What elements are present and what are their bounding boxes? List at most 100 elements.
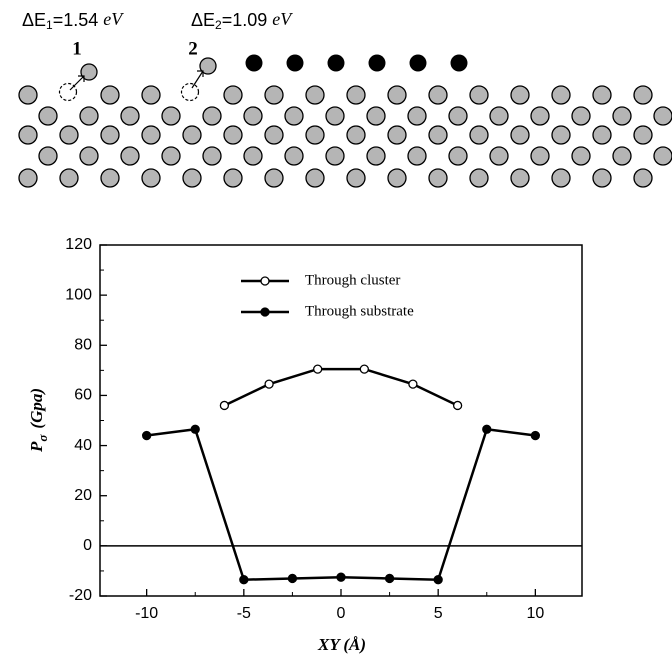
atom	[264, 85, 284, 105]
atom	[346, 85, 366, 105]
atom	[223, 85, 243, 105]
legend-label: Through cluster	[305, 272, 400, 288]
atom	[469, 125, 489, 145]
y-label-unit: (Gpa)	[27, 388, 46, 429]
atom	[387, 168, 407, 188]
site-label: 2	[188, 38, 198, 59]
atom	[59, 168, 79, 188]
atom-lattice	[18, 54, 672, 188]
atom	[510, 125, 530, 145]
adatom	[199, 57, 217, 75]
series-line	[146, 427, 536, 581]
data-point	[482, 424, 492, 434]
atom	[653, 106, 672, 126]
x-tick-label: 0	[337, 605, 346, 622]
y-tick-label: 80	[74, 337, 92, 354]
atom	[551, 125, 571, 145]
data-point	[313, 364, 323, 374]
atom	[366, 106, 386, 126]
atom	[243, 146, 263, 166]
atom	[264, 125, 284, 145]
atom	[448, 146, 468, 166]
atom	[161, 146, 181, 166]
data-point	[384, 573, 395, 584]
atom	[387, 125, 407, 145]
atom	[182, 125, 202, 145]
data-point	[219, 400, 230, 411]
atom	[223, 168, 243, 188]
chart: -20 0 20 40 60 80 100 120 -10 -5 0 5 10 Through clust…	[65, 236, 583, 622]
arrow-head	[197, 70, 204, 77]
x-tick-label: 10	[526, 605, 544, 622]
atom	[407, 106, 427, 126]
atom	[592, 125, 612, 145]
atom	[633, 125, 653, 145]
data-point	[141, 430, 152, 441]
atom	[428, 85, 448, 105]
atom	[571, 106, 591, 126]
atom	[120, 106, 140, 126]
atom	[612, 146, 632, 166]
site-label: 1	[72, 38, 82, 59]
atom	[346, 168, 366, 188]
atom	[510, 168, 530, 188]
atom	[182, 168, 202, 188]
cluster-atom	[245, 54, 263, 72]
atom	[325, 106, 345, 126]
x-tick-label: -10	[135, 605, 158, 622]
cluster-atom	[368, 54, 386, 72]
atom	[18, 168, 38, 188]
atom	[428, 168, 448, 188]
atom	[38, 146, 58, 166]
atom	[79, 106, 99, 126]
atom	[202, 106, 222, 126]
data-point	[239, 575, 249, 585]
data-point	[287, 573, 298, 584]
y-tick-label: 0	[83, 537, 92, 554]
cluster-atom	[409, 54, 427, 72]
atom	[284, 106, 304, 126]
atom	[530, 106, 550, 126]
y-tick-label: 120	[65, 236, 92, 253]
atom	[141, 85, 161, 105]
x-tick-label: -5	[237, 605, 251, 622]
atom	[612, 106, 632, 126]
atom	[100, 168, 120, 188]
atom	[510, 85, 530, 105]
legend-marker	[260, 276, 270, 286]
data-point	[452, 400, 463, 411]
y-axis-label: Pσ (Gpa)	[27, 388, 50, 453]
data-point	[530, 430, 541, 441]
atom	[305, 125, 325, 145]
atom	[633, 168, 653, 188]
cluster-atom	[286, 54, 304, 72]
atom	[141, 125, 161, 145]
atom	[284, 146, 304, 166]
atom	[387, 85, 407, 105]
atom	[530, 146, 550, 166]
plot-frame	[99, 244, 583, 597]
y-label-subscript: σ	[35, 434, 50, 442]
energy-symbol: ΔE	[22, 10, 46, 30]
y-tick-label: -20	[69, 587, 92, 604]
cluster-atom	[450, 54, 468, 72]
atom	[428, 125, 448, 145]
energy-label: ΔE1=1.54 eV	[22, 9, 124, 32]
data-point	[433, 575, 443, 585]
energy-unit: eV	[272, 9, 293, 29]
hop-arrow	[191, 70, 204, 89]
y-tick-label: 100	[65, 286, 92, 303]
atom	[366, 146, 386, 166]
energy-unit: eV	[103, 9, 124, 29]
atom	[141, 168, 161, 188]
cluster-atom	[327, 54, 345, 72]
atom	[489, 146, 509, 166]
atom	[100, 125, 120, 145]
y-label-main: P	[27, 441, 46, 453]
energy-value: =1.09	[222, 10, 268, 30]
atom	[100, 85, 120, 105]
atom	[469, 168, 489, 188]
atom	[592, 168, 612, 188]
atom	[18, 85, 38, 105]
